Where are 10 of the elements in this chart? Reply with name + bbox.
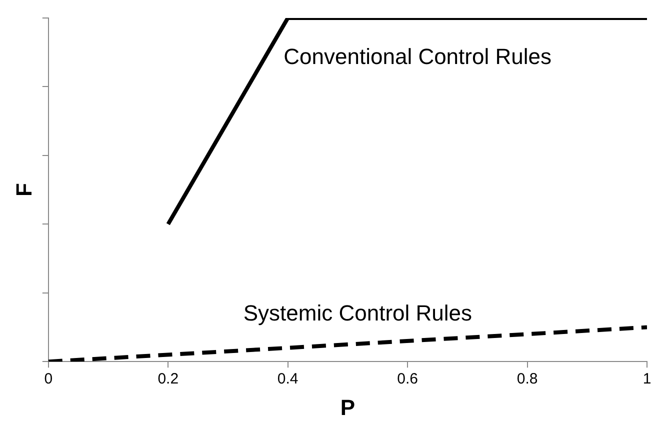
series-label: Conventional Control Rules <box>284 44 552 70</box>
x-tick-label: 0.8 <box>516 370 538 388</box>
x-tick-label: 0 <box>44 370 53 388</box>
x-tick-label: 0.6 <box>397 370 418 388</box>
y-axis-title: F <box>11 183 36 197</box>
x-tick-label: 1 <box>642 370 652 388</box>
series-label: Systemic Control Rules <box>243 300 472 326</box>
x-tick-label: 0.4 <box>277 370 298 388</box>
x-tick-label: 0.2 <box>158 370 179 388</box>
x-axis-title: P <box>340 394 356 420</box>
